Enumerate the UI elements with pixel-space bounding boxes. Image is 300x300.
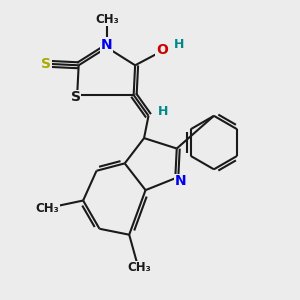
Text: N: N: [101, 38, 113, 52]
Text: CH₃: CH₃: [36, 202, 59, 215]
Text: N: N: [175, 174, 186, 188]
Text: H: H: [174, 38, 184, 51]
Text: CH₃: CH₃: [95, 13, 119, 26]
Text: H: H: [158, 105, 168, 118]
Text: S: S: [71, 90, 81, 104]
Text: CH₃: CH₃: [128, 262, 152, 275]
Text: O: O: [156, 43, 168, 56]
Text: S: S: [41, 57, 51, 71]
